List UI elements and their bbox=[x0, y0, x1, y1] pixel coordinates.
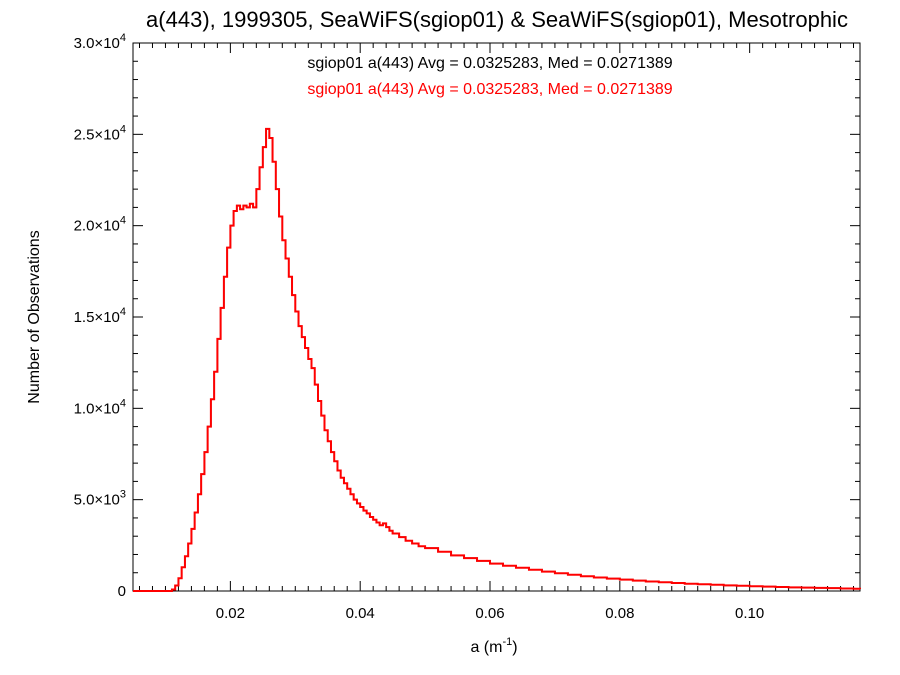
x-tick-label: 0.10 bbox=[735, 605, 764, 622]
y-tick-label: 2.5×104 bbox=[74, 123, 126, 143]
y-tick-exponent: 4 bbox=[120, 123, 126, 135]
annotation-black: sgiop01 a(443) Avg = 0.0325283, Med = 0.… bbox=[307, 55, 672, 72]
y-tick-exponent: 4 bbox=[120, 32, 126, 44]
y-tick-label: 2.0×104 bbox=[74, 215, 126, 235]
chart-title: a(443), 1999305, SeaWiFS(sgiop01) & SeaW… bbox=[146, 7, 848, 32]
y-tick-label: 3.0×104 bbox=[74, 32, 126, 52]
y-axis-label: Number of Observations bbox=[26, 230, 43, 403]
y-tick-mantissa: 1.5×10 bbox=[74, 309, 120, 326]
x-axis-label-main: a (m bbox=[470, 639, 502, 656]
y-axis: 05.0×1031.0×1041.5×1042.0×1042.5×1043.0×… bbox=[74, 32, 860, 600]
y-tick-exponent: 3 bbox=[120, 489, 126, 501]
y-tick-mantissa: 3.0×10 bbox=[74, 35, 120, 52]
y-tick-mantissa: 2.0×10 bbox=[74, 218, 120, 235]
x-tick-label: 0.02 bbox=[216, 605, 245, 622]
series-line-0 bbox=[133, 128, 861, 592]
x-axis: 0.02 0.04 0.06 0.08 0.10 bbox=[138, 43, 855, 622]
y-tick-label: 5.0×103 bbox=[74, 489, 126, 509]
y-tick-mantissa: 1.0×10 bbox=[74, 400, 120, 417]
y-tick-label: 0 bbox=[118, 583, 126, 600]
series-layer bbox=[133, 127, 861, 592]
y-tick-exponent: 4 bbox=[120, 306, 126, 318]
x-tick-label: 0.08 bbox=[605, 605, 634, 622]
series-line-1 bbox=[133, 127, 861, 592]
plot-frame bbox=[132, 42, 861, 592]
y-tick-mantissa: 0 bbox=[118, 583, 126, 600]
y-tick-mantissa: 2.5×10 bbox=[74, 126, 120, 143]
annotation-red: sgiop01 a(443) Avg = 0.0325283, Med = 0.… bbox=[307, 81, 672, 98]
y-tick-exponent: 4 bbox=[120, 397, 126, 409]
x-axis-label-sup: -1 bbox=[502, 636, 512, 648]
y-tick-exponent: 4 bbox=[120, 215, 126, 227]
y-tick-mantissa: 5.0×10 bbox=[74, 492, 120, 509]
x-axis-label: a (m-1) bbox=[470, 636, 517, 656]
x-tick-label: 0.04 bbox=[346, 605, 375, 622]
y-tick-label: 1.0×104 bbox=[74, 397, 126, 417]
x-tick-label: 0.06 bbox=[475, 605, 504, 622]
x-axis-label-close: ) bbox=[512, 639, 517, 656]
y-tick-label: 1.5×104 bbox=[74, 306, 126, 326]
